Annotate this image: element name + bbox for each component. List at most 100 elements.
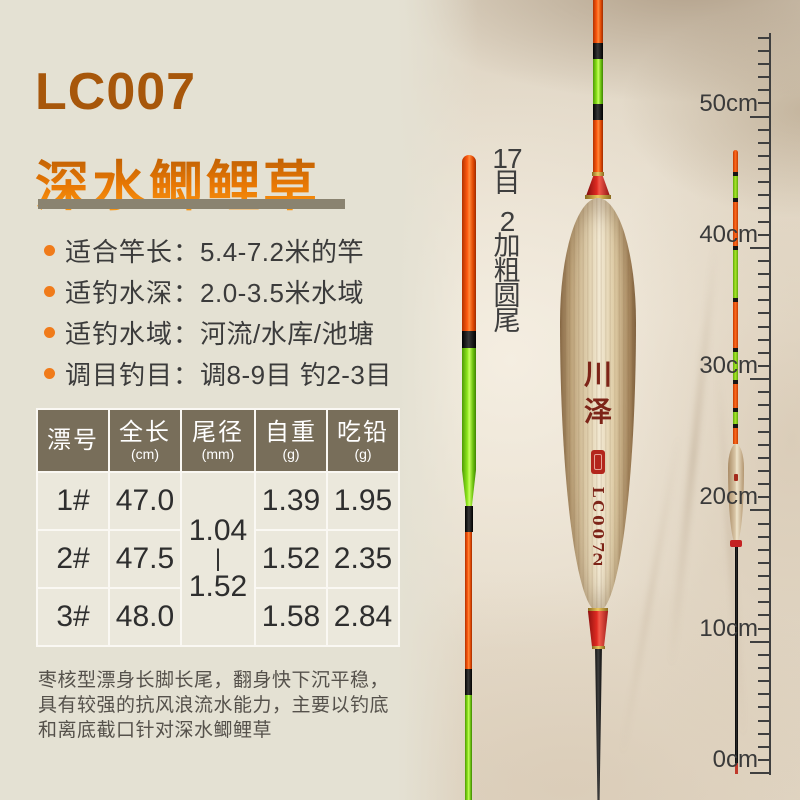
bullet-icon (44, 245, 55, 256)
cell-weight: 1.52 (256, 531, 326, 587)
vertical-char: 2 (499, 206, 516, 237)
float-mini-leg (735, 547, 738, 763)
model-code: LC007 (35, 63, 197, 121)
table-row: 1# 47.0 1.04 | 1.52 1.39 1.95 (38, 473, 398, 645)
float-mini-red-tip (735, 763, 738, 774)
ruler-tick (758, 548, 770, 551)
float-mini-tail (733, 150, 738, 444)
bullet-icon (44, 327, 55, 338)
float-big-tip-orange (593, 0, 603, 43)
float-slim-green-segment (462, 348, 476, 470)
float-mini-segment (733, 198, 738, 202)
ruler-tick (758, 693, 770, 696)
ruler-tick (758, 141, 770, 144)
ruler-tick (750, 640, 770, 643)
description-line: 具有较强的抗风浪流水能力，主要以钓底 (38, 695, 390, 716)
cell-number: 1# (38, 473, 108, 529)
brand-size-number: 2 (592, 550, 604, 569)
float-big-orange-segment (593, 120, 603, 176)
cell-lead: 2.35 (328, 531, 398, 587)
ruler-tick (758, 588, 770, 591)
ruler-tick (758, 154, 770, 157)
float-big-red-collar (586, 176, 610, 196)
ruler-tick (758, 36, 770, 39)
size-spec-table: 漂号 全长 (cm) 尾径 (mm) 自重 (g) 吃铅 (g) 1# 47.0 1.0… (36, 408, 400, 647)
float-slim-orange-segment (465, 532, 472, 669)
spec-label: 适合竿长： (65, 237, 201, 267)
float-mini-red-band (730, 540, 742, 547)
float-big-gold-ring (592, 646, 605, 649)
ruler-tick (758, 680, 770, 683)
ruler-tick (758, 220, 770, 223)
ruler-tick (758, 312, 770, 315)
float-mini-segment (733, 428, 738, 444)
spec-value: 河流/水库/池塘 (200, 319, 375, 349)
ruler-tick (758, 233, 770, 236)
ruler-tick (758, 365, 770, 367)
ruler-label: 50cm (699, 89, 758, 117)
ruler-tick (758, 417, 770, 420)
float-mini-segment (733, 298, 738, 302)
float-mini-segment (733, 408, 738, 412)
spec-label: 适钓水深： (65, 278, 201, 308)
ruler-line (769, 33, 771, 775)
ruler-tick (750, 115, 770, 118)
float-mini-segment (733, 380, 738, 384)
ruler-tick (758, 286, 770, 289)
ruler-tick (758, 299, 770, 302)
spec-item: 适合竿长： 5.4-7.2米的竿 (44, 230, 392, 271)
ruler-tick (758, 758, 770, 761)
float-mini-segment (733, 246, 738, 250)
ruler-tick (750, 509, 770, 512)
ruler-tick (758, 194, 770, 197)
float-slim-band (465, 669, 472, 695)
float-slim-taper (462, 470, 476, 506)
ruler-tick (758, 706, 770, 709)
float-big-green-segment (593, 59, 603, 104)
spec-label: 适钓水域： (65, 319, 201, 349)
float-slim-band (462, 331, 476, 348)
bullet-icon (44, 368, 55, 379)
float-big-band (593, 104, 603, 120)
spec-list: 适合竿长： 5.4-7.2米的竿 适钓水深： 2.0-3.5米水域 适钓水域： … (44, 230, 392, 394)
vertical-char: 目 (493, 168, 521, 198)
ruler-label: 10cm (699, 614, 758, 642)
ruler-tick (758, 63, 770, 65)
ruler-tick (758, 49, 770, 52)
ruler-tick (758, 102, 770, 105)
ruler-label: 0cm (712, 746, 758, 773)
ruler-tick (758, 351, 770, 354)
ruler-label: 30cm (699, 352, 758, 380)
float-mini-segment (733, 250, 738, 298)
ruler-tick (758, 325, 770, 328)
spec-value: 调8-9目 钓2-3目 (200, 360, 392, 390)
description-line: 枣核型漂身长脚长尾，翻身快下沉平稳， (38, 670, 390, 691)
float-big-leg (595, 649, 602, 800)
ruler-tick (758, 561, 770, 564)
ruler-tick (750, 246, 770, 249)
ruler-tick (758, 259, 770, 262)
ruler-tick (758, 470, 770, 472)
ruler-tick (758, 456, 770, 459)
float-mini-segment (733, 412, 738, 424)
float-mini-segment (733, 172, 738, 176)
spec-value: 5.4-7.2米的竿 (200, 237, 364, 267)
tail-min: 1.04 (188, 514, 248, 547)
cell-lead: 2.84 (328, 589, 398, 645)
spec-item: 调目钓目： 调8-9目 钓2-3目 (44, 353, 392, 394)
float-big-gold-ring (592, 172, 604, 176)
cell-weight: 1.58 (256, 589, 326, 645)
float-mini-segment (733, 150, 738, 172)
ruler-tick (758, 391, 770, 394)
float-mini-segment (733, 384, 738, 408)
vertical-char: 17 (492, 143, 522, 174)
product-description: 枣核型漂身长脚长尾，翻身快下沉平稳， 具有较强的抗风浪流水能力，主要以钓底 和离… (38, 668, 389, 743)
ruler-tick (758, 181, 770, 184)
ruler-tick (750, 772, 770, 774)
ruler-tick (758, 732, 770, 735)
ruler-tick (758, 404, 770, 407)
ruler-tick (758, 128, 770, 131)
